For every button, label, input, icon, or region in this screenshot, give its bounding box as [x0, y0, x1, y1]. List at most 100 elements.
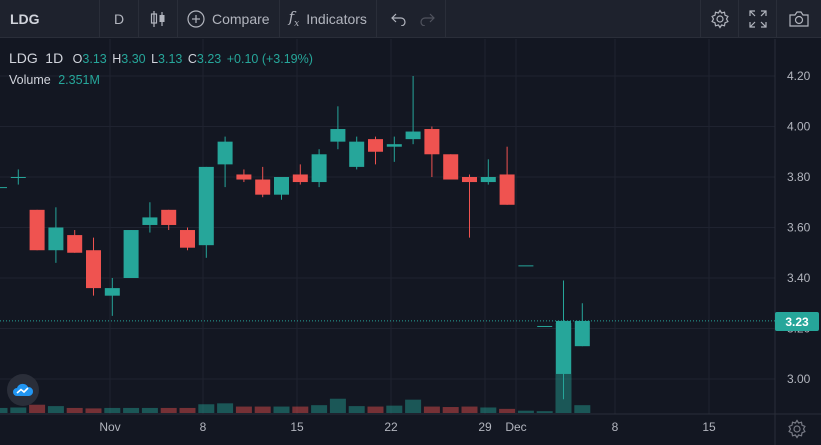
legend-volume-value: 2.351M — [58, 73, 100, 87]
volume-bar — [348, 406, 365, 413]
legend-open-label: O — [72, 52, 83, 66]
price-axis-tick-label: 3.80 — [787, 170, 811, 184]
volume-bar — [47, 406, 64, 413]
redo-icon — [420, 13, 435, 26]
undo-button[interactable] — [377, 0, 413, 38]
candle-body — [424, 129, 440, 155]
tradingview-logo-button[interactable] — [7, 374, 39, 406]
candle-body — [311, 154, 327, 183]
volume-bar — [442, 407, 459, 413]
legend-change: +0.10 (+3.19%) — [226, 52, 313, 66]
legend-high-label: H — [112, 52, 122, 66]
current-price-label: 3.23 — [775, 312, 819, 331]
candle-body — [292, 174, 308, 183]
volume-bar — [198, 404, 215, 413]
fullscreen-button[interactable] — [739, 0, 776, 38]
snapshot-button[interactable] — [777, 0, 821, 38]
volume-bar — [29, 404, 46, 413]
toolbar-divider — [444, 0, 446, 38]
candle-body — [48, 227, 64, 251]
volume-bar — [0, 407, 8, 413]
toolbar-divider — [278, 0, 280, 38]
legend-close-label: C — [187, 52, 197, 66]
chart-settings-button[interactable] — [701, 0, 738, 38]
interval-button[interactable]: D — [100, 0, 138, 38]
plus-circle-icon — [187, 9, 205, 28]
price-chart[interactable]: 4.204.003.803.603.403.203.00Nov8152229De… — [0, 39, 821, 445]
volume-bar — [499, 408, 516, 413]
price-axis-tick-label: 3.40 — [787, 271, 811, 285]
axis-settings-icon[interactable] — [787, 419, 807, 439]
fullscreen-icon — [748, 9, 767, 28]
candles-icon — [150, 10, 165, 27]
legend-volume-label: Volume — [9, 73, 51, 87]
candle-body — [123, 230, 139, 278]
candle-body — [86, 250, 101, 289]
candle-body — [180, 230, 195, 248]
volume-bar — [423, 406, 440, 413]
compare-button[interactable]: Compare — [178, 0, 279, 38]
price-axis-tick-label: 3.00 — [787, 372, 811, 386]
chart-legend: LDG 1D O3.13 H3.30 L3.13 C3.23 +0.10 (+3… — [9, 48, 313, 90]
candle-body — [67, 235, 83, 253]
candle-body — [480, 177, 496, 183]
volume-bar — [461, 406, 478, 413]
candle-body — [330, 129, 346, 142]
candle-body — [0, 187, 7, 189]
volume-bar — [141, 407, 158, 413]
indicators-button[interactable]: fx Indicators — [280, 0, 376, 38]
compare-label: Compare — [212, 10, 270, 27]
candle-body — [386, 144, 402, 147]
volume-bar — [10, 407, 27, 413]
volume-bar — [480, 407, 497, 413]
redo-button[interactable] — [413, 0, 445, 38]
legend-open-value: 3.13 — [82, 52, 107, 66]
volume-bar — [217, 403, 234, 413]
legend-low-label: L — [151, 52, 159, 66]
price-axis-tick-label: 4.20 — [787, 69, 811, 83]
candle-body — [161, 209, 177, 225]
candle-body — [10, 177, 26, 178]
candle-body — [236, 174, 252, 180]
candle-body — [368, 139, 383, 152]
volume-bar — [179, 407, 196, 413]
candle-body — [274, 177, 289, 195]
tradingview-cloud-icon — [13, 383, 34, 396]
legend-low-value: 3.13 — [158, 52, 183, 66]
volume-bar — [66, 407, 83, 413]
toolbar-divider — [138, 0, 139, 38]
legend-interval: 1D — [45, 50, 64, 66]
toolbar-divider — [99, 0, 100, 38]
chart-type-button[interactable] — [139, 0, 177, 38]
price-axis-tick-label: 4.00 — [787, 120, 811, 134]
price-axis-tick-label: 3.60 — [787, 221, 811, 235]
toolbar-divider — [776, 0, 777, 38]
undo-icon — [391, 13, 406, 26]
volume-bar — [574, 405, 591, 413]
top-toolbar: LDG D Compare fx Indicators — [0, 0, 821, 38]
ohlc-legend-row: LDG 1D O3.13 H3.30 L3.13 C3.23 +0.10 (+3… — [9, 48, 313, 69]
toolbar-divider — [177, 0, 178, 38]
time-axis-label: Dec — [505, 420, 526, 434]
symbol-search-button[interactable]: LDG — [0, 0, 99, 38]
candle-body — [142, 217, 158, 225]
volume-bar — [311, 405, 328, 413]
camera-icon — [789, 10, 809, 27]
volume-bar — [329, 398, 346, 413]
fx-icon: fx — [288, 8, 300, 29]
toolbar-divider — [738, 0, 739, 38]
volume-legend-row: Volume 2.351M — [9, 70, 313, 90]
candle-body — [518, 265, 534, 267]
candle-body — [499, 174, 515, 205]
time-axis-label: 15 — [290, 420, 304, 434]
current-price-value: 3.23 — [785, 314, 809, 329]
interval-label: D — [113, 10, 125, 27]
volume-bar — [367, 406, 384, 413]
volume-bar — [123, 407, 140, 413]
legend-high-value: 3.30 — [121, 52, 146, 66]
symbol-label: LDG — [10, 10, 40, 27]
volume-bar — [254, 406, 271, 413]
candle-body — [537, 325, 553, 327]
settings-icon — [710, 8, 729, 29]
candle-body — [556, 320, 571, 374]
